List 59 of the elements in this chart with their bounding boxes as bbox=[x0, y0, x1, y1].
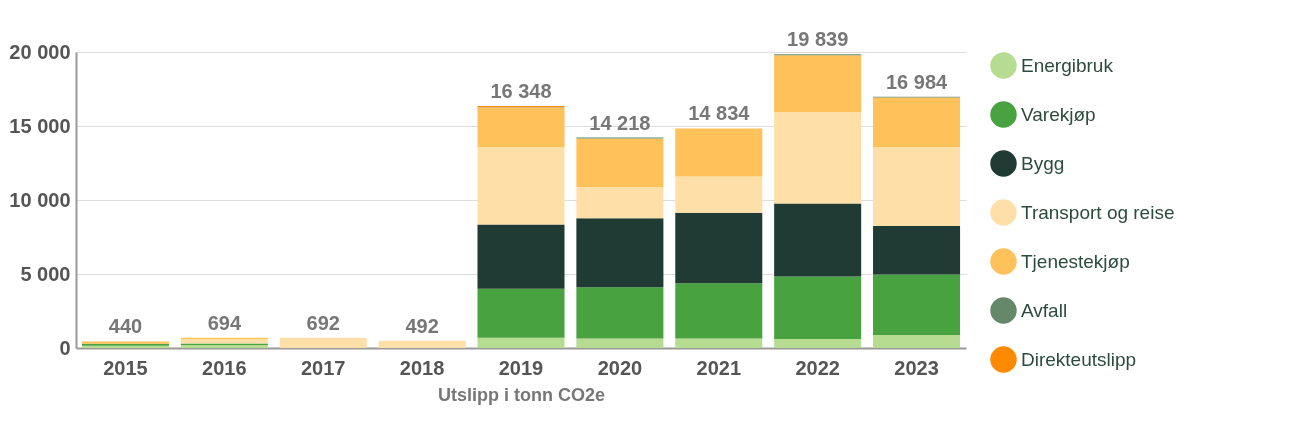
bar bbox=[576, 287, 664, 339]
bar bbox=[675, 212, 763, 284]
bar bbox=[675, 128, 763, 177]
x-tick-label: 2015 bbox=[103, 356, 148, 379]
bar bbox=[477, 337, 565, 348]
x-tick-label: 2016 bbox=[202, 356, 247, 379]
total-label: 492 bbox=[405, 314, 439, 337]
x-tick-label: 2019 bbox=[498, 356, 544, 379]
bar bbox=[675, 283, 763, 339]
total-label: 14 834 bbox=[688, 102, 751, 125]
bar bbox=[279, 337, 367, 348]
bar bbox=[576, 186, 664, 219]
bar bbox=[873, 97, 961, 148]
bar bbox=[477, 224, 565, 289]
total-label: 16 984 bbox=[885, 70, 949, 93]
total-label: 19 839 bbox=[787, 28, 849, 51]
y-tick-label: 0 bbox=[59, 336, 71, 359]
total-label: 16 348 bbox=[490, 80, 552, 103]
bar bbox=[774, 276, 862, 340]
legend-label: Bygg bbox=[1021, 152, 1065, 174]
x-tick-label: 2022 bbox=[795, 356, 840, 379]
x-tick-label: 2020 bbox=[597, 356, 643, 379]
bar bbox=[576, 338, 664, 348]
y-tick-label: 20 000 bbox=[9, 40, 71, 63]
y-tick-label: 15 000 bbox=[9, 114, 71, 137]
bar bbox=[477, 288, 565, 338]
bar bbox=[180, 339, 268, 344]
bar bbox=[873, 335, 961, 348]
bar bbox=[873, 147, 961, 226]
legend-label: Energibruk bbox=[1021, 54, 1114, 76]
bar bbox=[675, 176, 763, 213]
bar bbox=[774, 339, 862, 348]
total-label: 14 218 bbox=[589, 111, 651, 134]
x-tick-label: 2023 bbox=[894, 356, 939, 379]
bar bbox=[873, 225, 961, 275]
y-tick-label: 5 000 bbox=[20, 262, 71, 285]
bar bbox=[477, 147, 565, 225]
x-axis-title: Utslipp i tonn CO2e bbox=[437, 384, 606, 405]
bar bbox=[576, 138, 664, 187]
bar bbox=[774, 203, 862, 277]
bar bbox=[774, 111, 862, 204]
bar bbox=[378, 340, 466, 348]
bar bbox=[576, 218, 664, 288]
bar bbox=[675, 338, 763, 348]
total-label: 692 bbox=[306, 311, 340, 334]
legend-label: Tjenestekjøp bbox=[1021, 250, 1130, 272]
bar bbox=[774, 55, 862, 112]
bar bbox=[873, 274, 961, 336]
legend-label: Transport og reise bbox=[1021, 201, 1175, 223]
legend-label: Direkteutslipp bbox=[1021, 348, 1137, 370]
total-label: 440 bbox=[108, 315, 143, 338]
total-label: 694 bbox=[207, 311, 242, 334]
legend-label: Avfall bbox=[1021, 299, 1068, 321]
x-tick-label: 2021 bbox=[696, 356, 742, 379]
bar bbox=[477, 107, 565, 148]
x-tick-label: 2017 bbox=[300, 356, 346, 379]
legend-label: Varekjøp bbox=[1021, 103, 1096, 125]
y-tick-label: 10 000 bbox=[9, 188, 71, 211]
x-tick-label: 2018 bbox=[399, 356, 445, 379]
